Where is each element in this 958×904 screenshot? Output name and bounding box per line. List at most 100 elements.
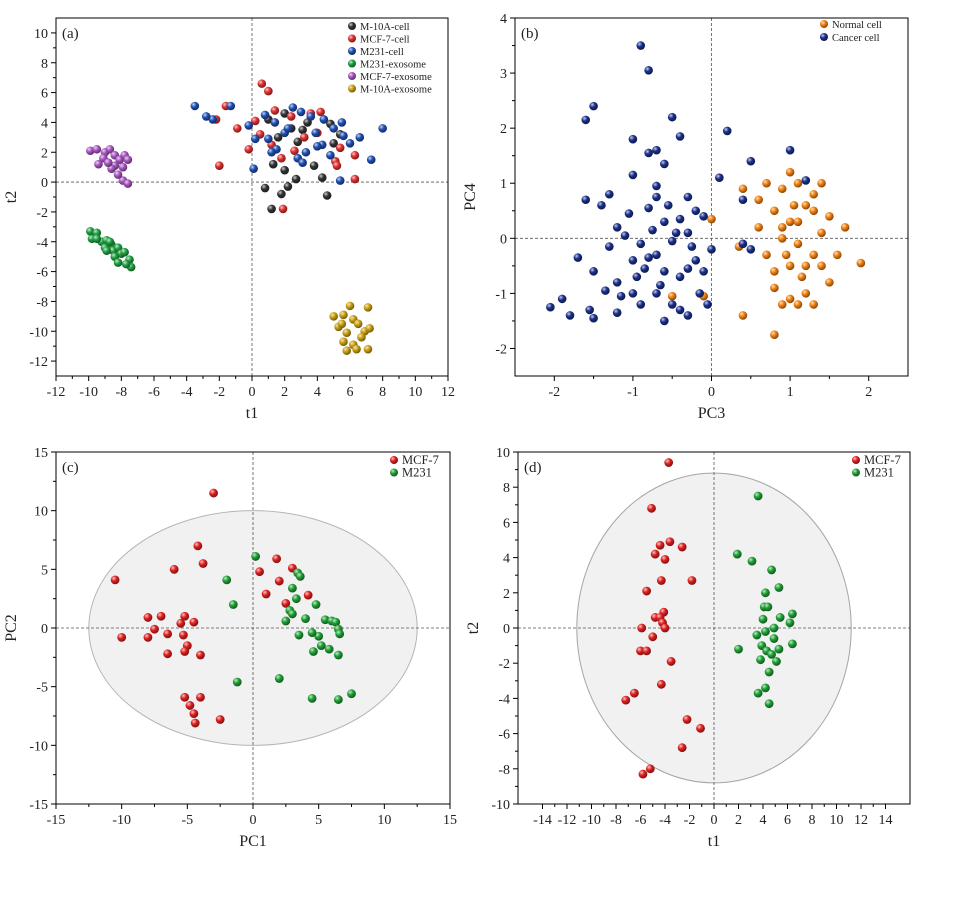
y-tick-label: -6	[498, 728, 510, 743]
data-point	[722, 126, 732, 136]
data-point	[785, 294, 795, 304]
data-point	[770, 330, 779, 339]
data-point	[281, 598, 291, 608]
y-tick-label: 10	[34, 505, 48, 520]
data-point	[352, 344, 361, 354]
data-point	[86, 146, 95, 156]
legend-label: MCF-7-exosome	[360, 72, 432, 83]
series-m231	[732, 491, 797, 709]
x-tick-label: 6	[784, 813, 791, 828]
y-tick-label: 4	[500, 12, 507, 27]
data-point	[222, 575, 232, 585]
data-point	[320, 615, 330, 625]
data-point	[342, 346, 352, 355]
x-tick-label: 8	[809, 813, 816, 828]
data-point	[629, 688, 639, 698]
data-point	[581, 115, 591, 125]
data-point	[589, 313, 598, 323]
legend-label: MCF-7-cell	[360, 35, 410, 46]
data-point	[270, 106, 280, 115]
data-point	[640, 264, 649, 273]
data-point	[734, 644, 743, 654]
data-point	[215, 161, 224, 170]
data-point	[196, 650, 205, 660]
data-point	[345, 139, 355, 148]
series-mcf-7-cell	[211, 79, 360, 214]
data-point	[660, 623, 670, 633]
data-point	[347, 689, 356, 699]
data-point	[695, 289, 705, 298]
data-point	[817, 261, 826, 271]
x-tick-label: 2	[281, 385, 288, 400]
data-point	[656, 576, 666, 585]
x-axis-title: PC3	[698, 405, 726, 422]
data-point	[652, 250, 661, 260]
data-point	[655, 540, 665, 550]
data-point	[298, 125, 307, 135]
y-tick-label: 10	[34, 27, 48, 42]
legend-label: M231-exosome	[360, 60, 426, 71]
data-point	[123, 179, 133, 188]
data-point	[753, 491, 763, 501]
series-m231-exosome	[86, 227, 136, 272]
data-point	[758, 614, 768, 624]
data-point	[117, 632, 127, 642]
y-tick-label: -1	[495, 287, 507, 302]
y-axis-title: PC2	[3, 614, 20, 642]
x-tick-label: 10	[830, 813, 844, 828]
data-point	[309, 647, 318, 656]
data-point	[628, 170, 638, 180]
x-tick-label: -14	[533, 813, 552, 828]
y-axis-title: t2	[465, 622, 482, 634]
data-point	[642, 646, 652, 656]
data-point	[288, 609, 297, 619]
x-tick-label: -1	[627, 385, 639, 400]
y-tick-label: -15	[29, 798, 48, 813]
data-point	[113, 170, 123, 179]
y-tick-label: 10	[496, 446, 510, 461]
data-point	[546, 302, 555, 312]
legend-marker	[348, 47, 356, 55]
data-point	[696, 723, 705, 733]
data-point	[180, 647, 190, 656]
data-point	[268, 159, 278, 169]
legend-marker	[390, 468, 398, 477]
data-point	[105, 144, 115, 154]
data-point	[274, 576, 284, 586]
data-point	[589, 267, 598, 276]
data-point	[665, 537, 675, 547]
panel-c: -15 -10 -5 0 5 10 15 -15 -10 -5 0 5 10 15 PC1 PC2 (c) MCF…	[3, 446, 457, 850]
data-point	[656, 679, 666, 689]
data-point	[644, 253, 653, 262]
data-point	[793, 239, 803, 249]
data-point	[251, 552, 261, 561]
data-point	[656, 280, 665, 290]
data-point	[769, 634, 779, 643]
data-point	[209, 488, 219, 498]
data-point	[687, 242, 697, 251]
data-point	[102, 246, 111, 255]
y-tick-label: -4	[36, 236, 48, 251]
data-point	[228, 600, 238, 609]
data-point	[616, 291, 626, 301]
data-point	[273, 133, 283, 142]
panel-label: (a)	[62, 26, 79, 42]
data-point	[660, 316, 669, 326]
x-tick-label: 2	[865, 385, 872, 400]
legend-label: Cancer cell	[832, 33, 880, 44]
data-point	[255, 567, 264, 577]
data-point	[788, 639, 797, 649]
data-point	[683, 264, 693, 273]
y-tick-label: -8	[36, 295, 48, 310]
x-tick-label: -8	[610, 813, 622, 828]
data-point	[121, 259, 131, 269]
data-point	[353, 319, 363, 329]
legend-marker	[852, 456, 860, 464]
data-point	[180, 692, 190, 702]
data-point	[363, 303, 373, 312]
data-point	[314, 631, 324, 641]
y-tick-label: -6	[36, 266, 48, 281]
data-point	[793, 217, 803, 227]
data-point	[738, 311, 748, 320]
